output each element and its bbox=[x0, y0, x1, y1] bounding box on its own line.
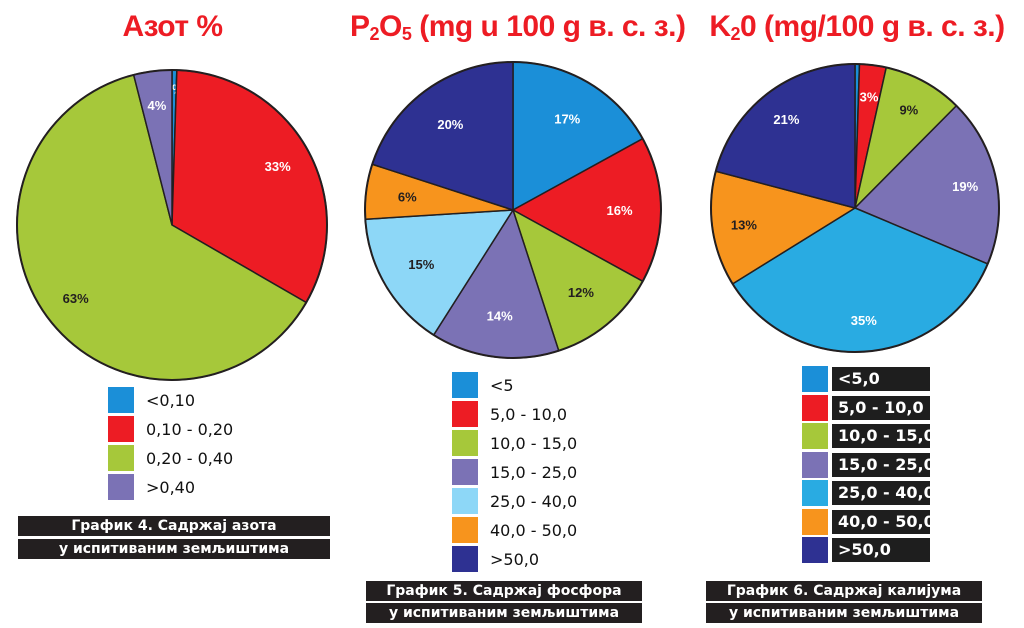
slice-label: 20% bbox=[437, 117, 463, 132]
chart-title: K20 (mg/100 g в. с. з.) bbox=[690, 10, 1024, 45]
caption-line-1: График 5. Садржај фосфора bbox=[366, 581, 642, 601]
chart-title: P2O5 (mg u 100 g в. с. з.) bbox=[350, 10, 686, 45]
legend-label: 10,0 - 15,0 bbox=[490, 433, 578, 453]
legend-item: <5,0 bbox=[802, 366, 930, 392]
pie-chart-phosphorus: 17% 16% 12% 14% 15% 6% 20% bbox=[364, 61, 662, 359]
legend-label: 0,20 - 0,40 bbox=[146, 448, 234, 468]
chart-title: Азот % bbox=[0, 10, 345, 44]
title-part: 0 (mg/100 g в. с. з.) bbox=[740, 10, 1005, 43]
legend-item: 0,20 - 0,40 bbox=[108, 445, 233, 471]
title-part: P bbox=[350, 10, 370, 43]
title-subscript: 2 bbox=[369, 24, 380, 44]
pie-outline bbox=[710, 63, 1000, 353]
pie-outline bbox=[16, 69, 328, 381]
legend-swatch bbox=[452, 546, 478, 572]
legend-label: 40,0 - 50,0 bbox=[490, 520, 578, 540]
legend-item: <0,10 bbox=[108, 387, 195, 413]
slice-label: 63% bbox=[63, 291, 89, 306]
legend-item: >0,40 bbox=[108, 474, 195, 500]
slice-label: 17% bbox=[554, 111, 580, 126]
caption-line-1: График 4. Садржај азота bbox=[18, 516, 330, 536]
slice-label: 6% bbox=[398, 190, 417, 205]
slice-label: 16% bbox=[607, 203, 633, 218]
legend-swatch bbox=[802, 451, 828, 478]
legend-item: 0,10 - 0,20 bbox=[108, 416, 233, 442]
slice-label: 33% bbox=[265, 159, 291, 174]
legend-item: >50,0 bbox=[802, 537, 930, 563]
legend-item: <5 bbox=[452, 372, 514, 398]
slice-label: 4% bbox=[148, 98, 167, 113]
slice-label: 13% bbox=[731, 218, 757, 233]
legend-swatch bbox=[802, 394, 828, 421]
legend-label: <0,10 bbox=[146, 390, 196, 410]
title-part: (mg u 100 g в. с. з.) bbox=[411, 10, 686, 43]
caption-line-2: у испитиваним земљиштима bbox=[18, 539, 330, 559]
caption-line-2: у испитиваним земљиштима bbox=[706, 603, 982, 623]
legend-item: >50,0 bbox=[452, 546, 539, 572]
legend-item: 10,0 - 15,0 bbox=[452, 430, 577, 456]
pie-chart-potassium: 3% 9% 19% 35% 13% 21% bbox=[710, 63, 1000, 353]
legend-swatch bbox=[108, 416, 134, 442]
slice-label: 35% bbox=[851, 313, 877, 328]
caption-line-1: График 6. Садржај калијума bbox=[706, 581, 982, 601]
legend-swatch bbox=[108, 474, 134, 500]
chart-panel-potassium: K20 (mg/100 g в. с. з.) 3% 9% 19% 35% 13% 21%… bbox=[690, 0, 1024, 628]
slice-label: 21% bbox=[773, 112, 799, 127]
pie-chart-nitrogen: 0%33%63%4% bbox=[16, 69, 328, 381]
legend-swatch bbox=[452, 517, 478, 543]
legend-item: 40,0 - 50,0 bbox=[452, 517, 577, 543]
legend-label: 25,0 - 40,0 bbox=[490, 491, 578, 511]
pie-outline bbox=[364, 61, 662, 359]
title-part: O bbox=[379, 10, 402, 43]
slice-label: 14% bbox=[487, 309, 513, 324]
legend-item: 25,0 - 40,0 bbox=[802, 480, 935, 506]
title-part: K bbox=[709, 10, 731, 43]
legend-swatch bbox=[802, 537, 828, 563]
slice-label: 19% bbox=[952, 179, 978, 194]
legend-swatch bbox=[108, 387, 134, 413]
legend-item: 40,0 - 50,0 bbox=[802, 508, 935, 535]
legend-label: <5,0 bbox=[832, 367, 930, 391]
chart-panel-nitrogen: Азот % 0% 33% 63% 4% <0,10 0,10 - 0,20 0,20 -… bbox=[0, 0, 345, 628]
caption-line-2: у испитиваним земљиштима bbox=[366, 603, 642, 623]
legend-swatch bbox=[802, 366, 828, 392]
legend-swatch bbox=[452, 459, 478, 485]
legend-swatch bbox=[802, 508, 828, 535]
title-subscript: 5 bbox=[401, 24, 412, 44]
legend-label: >50,0 bbox=[490, 549, 540, 569]
legend-swatch bbox=[452, 372, 478, 398]
slice-label: 3% bbox=[860, 90, 879, 105]
legend-label: 0,10 - 0,20 bbox=[146, 419, 234, 439]
legend-label: 25,0 - 40,0 bbox=[832, 481, 935, 505]
legend-label: <5 bbox=[490, 375, 514, 395]
chart-panel-phosphorus: P2O5 (mg u 100 g в. с. з.) 17% 16% 12% 14% 1… bbox=[350, 0, 686, 628]
legend-item: 15,0 - 25,0 bbox=[452, 459, 577, 485]
slice-label: 9% bbox=[899, 102, 918, 117]
legend-item: 5,0 - 10,0 bbox=[452, 401, 567, 427]
legend-item: 5,0 - 10,0 bbox=[802, 394, 930, 421]
legend-swatch bbox=[452, 430, 478, 456]
title-subscript: 2 bbox=[730, 24, 741, 44]
legend-swatch bbox=[802, 480, 828, 506]
legend-label: 5,0 - 10,0 bbox=[490, 404, 568, 424]
slice-label: 12% bbox=[568, 285, 594, 300]
legend-item: 10,0 - 15,0 bbox=[802, 423, 935, 449]
chart-title-text: Азот % bbox=[122, 10, 223, 43]
legend-label: 15,0 - 25,0 bbox=[490, 462, 578, 482]
legend-label: >0,40 bbox=[146, 477, 196, 497]
legend-label: >50,0 bbox=[832, 538, 930, 562]
legend-swatch bbox=[108, 445, 134, 471]
legend-swatch bbox=[452, 488, 478, 514]
legend-label: 40,0 - 50,0 bbox=[832, 509, 935, 534]
legend-item: 25,0 - 40,0 bbox=[452, 488, 577, 514]
legend-label: 10,0 - 15,0 bbox=[832, 424, 935, 448]
legend-item: 15,0 - 25,0 bbox=[802, 451, 935, 478]
legend-swatch bbox=[452, 401, 478, 427]
legend-swatch bbox=[802, 423, 828, 449]
legend-label: 5,0 - 10,0 bbox=[832, 395, 930, 420]
legend-label: 15,0 - 25,0 bbox=[832, 452, 935, 477]
slice-label: 15% bbox=[408, 257, 434, 272]
